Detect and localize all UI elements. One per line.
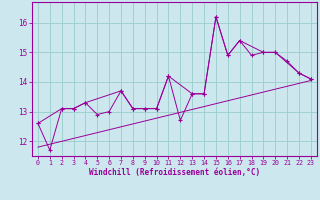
X-axis label: Windchill (Refroidissement éolien,°C): Windchill (Refroidissement éolien,°C)	[89, 168, 260, 177]
